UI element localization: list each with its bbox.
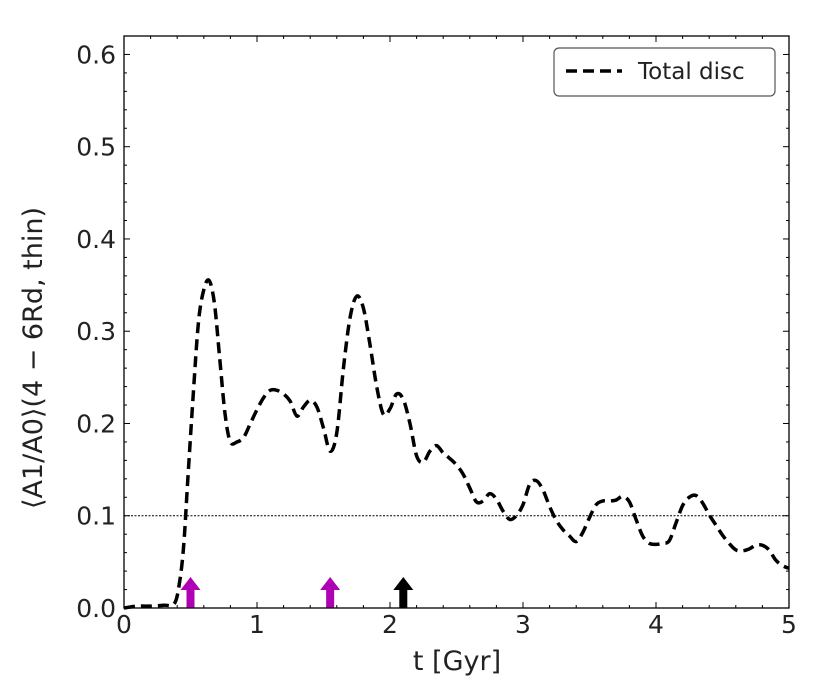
- series-group: [123, 278, 790, 610]
- event-arrow-shaft: [399, 588, 408, 608]
- x-tick-label: 5: [781, 610, 797, 639]
- event-arrow-0: [180, 577, 201, 608]
- x-tick-label: 2: [382, 610, 398, 639]
- y-axis-label: ⟨A1/A0⟩(4 − 6Rd, thin): [18, 207, 49, 509]
- x-tick-label: 4: [648, 610, 664, 639]
- y-tick-label: 0.2: [76, 409, 116, 438]
- y-tick-label: 0.1: [76, 502, 116, 531]
- event-arrow-2: [393, 577, 414, 608]
- x-tick-label: 1: [249, 610, 265, 639]
- y-tick-labels: 0.0 0.1 0.2 0.3 0.4 0.5 0.6: [76, 40, 116, 623]
- plot-frame: [123, 35, 790, 609]
- event-marker-group: [180, 577, 414, 608]
- legend-box: [553, 47, 776, 97]
- legend: Total disc: [553, 47, 776, 97]
- y-tick-label: 0.0: [76, 594, 116, 623]
- series-line-0: [123, 278, 790, 610]
- x-axis-label: t [Gyr]: [413, 646, 501, 677]
- event-arrow-shaft: [326, 588, 335, 608]
- event-arrow-head: [320, 577, 341, 590]
- event-arrow-shaft: [186, 588, 195, 608]
- x-tick-label: 3: [515, 610, 531, 639]
- y-tick-label: 0.4: [76, 225, 116, 254]
- x-tick-labels: 0 1 2 3 4 5: [116, 610, 797, 639]
- y-tick-label: 0.6: [76, 40, 116, 69]
- event-arrow-head: [180, 577, 201, 590]
- event-arrow-head: [393, 577, 414, 590]
- x-tick-label: 0: [116, 610, 132, 639]
- axes-group: [123, 35, 790, 609]
- y-tick-label: 0.3: [76, 317, 116, 346]
- event-arrow-1: [320, 577, 341, 608]
- legend-label: Total disc: [637, 59, 745, 85]
- y-tick-label: 0.5: [76, 133, 116, 162]
